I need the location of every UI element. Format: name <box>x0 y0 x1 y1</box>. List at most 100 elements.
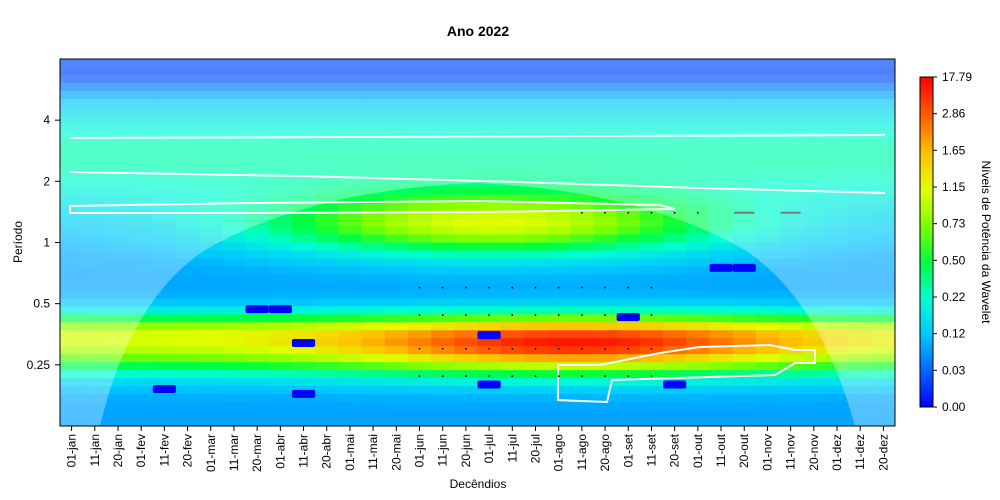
heatmap-cell <box>848 370 873 379</box>
heatmap-cell <box>593 386 618 395</box>
heatmap-cell <box>755 250 780 260</box>
heatmap-cell <box>686 338 711 347</box>
heatmap-cell <box>454 122 479 132</box>
heatmap-cell <box>431 82 455 92</box>
heatmap-cell <box>477 362 502 371</box>
heatmap-cell <box>477 322 502 331</box>
heatmap-cell <box>315 402 339 411</box>
heatmap-cell <box>152 138 177 148</box>
heatmap-cell <box>709 178 734 188</box>
heatmap-cell <box>175 410 200 419</box>
heatmap-cell <box>431 59 455 68</box>
heatmap-cell <box>199 354 223 363</box>
heatmap-cell <box>593 378 618 387</box>
heatmap-cell <box>152 314 177 323</box>
heatmap-cell <box>616 378 641 387</box>
heatmap-cell <box>384 242 409 252</box>
x-tick-label: 11-jun <box>436 434 450 466</box>
heatmap-cell <box>431 226 455 236</box>
heatmap-cell <box>315 74 339 84</box>
heatmap-cell <box>477 298 502 307</box>
heatmap-cell <box>848 162 873 172</box>
heatmap-cell <box>709 154 734 164</box>
heatmap-cell <box>825 282 850 291</box>
heatmap-cell <box>222 346 247 355</box>
heatmap-cell <box>175 186 200 196</box>
heatmap-cell <box>291 202 316 212</box>
heatmap-cell <box>779 82 803 92</box>
heatmap-cell <box>523 290 548 299</box>
heatmap-cell <box>616 290 641 299</box>
dot-mark <box>557 286 560 289</box>
heatmap-cell <box>779 59 803 68</box>
heatmap-cell <box>825 162 850 172</box>
heatmap-cell <box>199 226 223 236</box>
heatmap-cell <box>60 386 84 395</box>
heatmap-cell <box>848 66 873 76</box>
heatmap-cell <box>60 354 84 363</box>
heatmap-cell <box>686 354 711 363</box>
heatmap-cell <box>570 282 595 291</box>
heatmap-cell <box>222 282 247 291</box>
heatmap-cell <box>384 322 409 331</box>
heatmap-cell <box>871 90 895 100</box>
heatmap-cell <box>732 282 757 291</box>
heatmap-cell <box>291 242 316 252</box>
heatmap-cell <box>639 330 664 339</box>
heatmap-cell <box>825 202 850 212</box>
heatmap-cell <box>477 66 502 76</box>
heatmap-cell <box>60 266 84 276</box>
heatmap-cell <box>175 418 200 426</box>
heatmap-cell <box>709 410 734 419</box>
heatmap-cell <box>315 98 339 108</box>
heatmap-cell <box>732 338 757 347</box>
heatmap-cell <box>454 282 479 291</box>
heatmap-cell <box>83 202 107 212</box>
heatmap-cell <box>616 346 641 355</box>
heatmap-cell <box>152 394 177 403</box>
heatmap-cell <box>755 90 780 100</box>
heatmap-cell <box>245 59 270 68</box>
heatmap-cell <box>848 178 873 188</box>
heatmap-cell <box>129 330 154 339</box>
heatmap-cell <box>83 242 107 252</box>
heatmap-cell <box>315 362 339 371</box>
heatmap-cell <box>175 322 200 331</box>
heatmap-cell <box>245 90 270 100</box>
x-tick-label: 01-mai <box>343 434 357 471</box>
heatmap-cell <box>315 290 339 299</box>
heatmap-cell <box>686 346 711 355</box>
heatmap-cell <box>361 66 386 76</box>
dot-mark <box>696 211 699 214</box>
heatmap-cell <box>547 154 571 164</box>
heatmap-cell <box>454 362 479 371</box>
colorbar-tick-label: 0.22 <box>942 290 966 304</box>
heatmap-cell <box>106 210 131 220</box>
heatmap-cell <box>616 82 641 92</box>
heatmap-cell <box>129 290 154 299</box>
heatmap-cell <box>245 122 270 132</box>
heatmap-cell <box>686 122 711 132</box>
heatmap-cell <box>384 410 409 419</box>
heatmap-cell <box>477 98 502 108</box>
heatmap-cell <box>129 298 154 307</box>
heatmap-cell <box>407 138 432 148</box>
heatmap-cell <box>106 250 131 260</box>
heatmap-cell <box>779 346 803 355</box>
heatmap-cell <box>431 338 455 347</box>
heatmap-cell <box>199 178 223 188</box>
heatmap-cell <box>129 234 154 244</box>
heatmap-cell <box>245 274 270 283</box>
heatmap-cell <box>199 74 223 84</box>
heatmap-cell <box>152 74 177 84</box>
heatmap-cell <box>686 362 711 371</box>
heatmap-cell <box>361 322 386 331</box>
heatmap-cell <box>593 114 618 124</box>
heatmap-cell <box>477 290 502 299</box>
heatmap-cell <box>83 226 107 236</box>
heatmap-cell <box>129 418 154 426</box>
heatmap-cell <box>384 274 409 283</box>
heatmap-cell <box>431 250 455 260</box>
heatmap-cell <box>755 210 780 220</box>
heatmap-cell <box>616 138 641 148</box>
